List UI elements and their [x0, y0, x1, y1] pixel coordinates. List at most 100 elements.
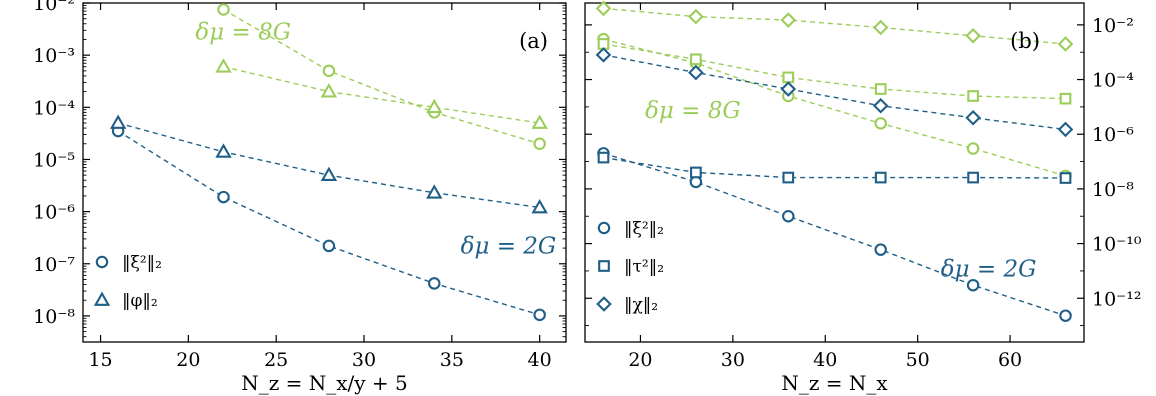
x-tick-label: 30 [352, 349, 376, 371]
data-point-dark-square [1059, 172, 1072, 184]
y-tick-label: 10⁻¹² [1092, 288, 1141, 310]
legend-label: ‖χ‖₂ [624, 295, 658, 315]
data-point-light-triangle [426, 98, 443, 114]
plot-frame [82, 2, 567, 343]
y-tick-label: 10⁻¹⁰ [1092, 234, 1142, 256]
data-point-dark-circle [217, 190, 230, 204]
data-point-light-diamond [872, 19, 889, 36]
y-tick-label: 10⁻⁶ [33, 202, 75, 224]
series-line-dark-circle [603, 152, 1066, 317]
data-point-dark-triangle [320, 166, 338, 182]
y-tick-label: 10⁻⁵ [33, 149, 75, 171]
data-point-light-diamond [965, 27, 981, 44]
x-tick-label: 35 [440, 349, 464, 371]
data-point-dark-circle [874, 243, 887, 256]
panel-label: (a) [519, 29, 548, 53]
data-point-light-diamond [688, 8, 704, 25]
legend-marker-triangle [93, 291, 111, 306]
x-tick-label: 20 [176, 349, 200, 371]
annotation-label: δμ = 8G [645, 98, 741, 124]
y-tick-label: 10⁻⁸ [1092, 179, 1134, 201]
data-point-dark-square [690, 166, 702, 179]
series-line-dark-triangle [117, 122, 540, 209]
legend-marker-diamond [596, 296, 612, 312]
x-axis-title: N_z = N_x [781, 371, 888, 395]
data-point-dark-circle [1059, 309, 1072, 322]
plot-frame [584, 2, 1085, 343]
data-point-light-square [690, 53, 702, 66]
series-line-light-circle [223, 8, 540, 145]
x-tick-label: 20 [628, 349, 652, 371]
legend-label: ‖φ‖₂ [122, 291, 158, 311]
x-tick-label: 40 [813, 349, 837, 371]
y-tick-label: 10⁻⁸ [33, 306, 75, 328]
data-point-dark-triangle [426, 184, 443, 199]
data-point-dark-triangle [531, 198, 548, 214]
data-point-light-square [967, 90, 979, 102]
legend-marker-circle [95, 255, 109, 269]
y-tick-label: 10⁻³ [33, 45, 75, 67]
data-point-dark-diamond [780, 81, 797, 97]
series-line-dark-circle [117, 130, 540, 316]
data-point-light-circle [217, 3, 230, 16]
legend-label: ‖ξ²‖₂ [624, 219, 664, 239]
y-tick-label: 10⁻² [33, 0, 75, 15]
panel-b: 20 30 40 50 60 10⁻¹² 10⁻¹⁰ 10⁻⁸ 10⁻⁶ 10⁻⁴ 10⁻² (b) δ… [584, 0, 1142, 395]
series-line-light-triangle [223, 66, 540, 124]
data-point-light-diamond [1057, 36, 1074, 52]
data-point-light-triangle [215, 58, 232, 73]
y-tick-label: 10⁻² [1092, 15, 1134, 37]
legend-label: ‖ξ²‖₂ [122, 253, 162, 273]
x-axis-title: N_z = N_x/y + 5 [241, 371, 408, 395]
data-point-dark-triangle [215, 143, 232, 158]
data-point-dark-diamond [595, 47, 612, 63]
series-line-dark-diamond [603, 54, 1066, 131]
legend-marker-circle [597, 221, 611, 235]
x-tick-label: 60 [998, 349, 1022, 371]
x-tick-label: 50 [906, 349, 930, 371]
data-point-dark-square [874, 171, 887, 184]
annotation-label: δμ = 2G [941, 256, 1037, 282]
x-tick-label: 15 [88, 349, 112, 371]
panel-label: (b) [1010, 29, 1040, 53]
data-point-dark-square [597, 151, 610, 164]
y-tick-label: 10⁻⁶ [1092, 124, 1134, 146]
data-point-light-circle [874, 117, 887, 130]
data-point-dark-circle [322, 239, 336, 253]
data-point-light-square [874, 83, 887, 95]
x-tick-label: 40 [528, 349, 552, 371]
data-point-light-diamond [780, 12, 797, 28]
y-tick-label: 10⁻⁷ [33, 254, 75, 276]
data-point-light-square [1059, 92, 1072, 105]
data-point-dark-circle [966, 278, 980, 292]
data-point-dark-triangle [109, 114, 127, 129]
data-point-dark-circle [428, 277, 441, 290]
data-point-light-diamond [595, 0, 612, 17]
series-line-light-diamond [603, 7, 1066, 45]
data-point-light-triangle [531, 114, 548, 129]
y-tick-label: 10⁻⁴ [1092, 70, 1134, 92]
data-point-dark-circle [782, 209, 795, 223]
panel-a: 15 20 25 30 35 40 10⁻⁸ 10⁻⁷ 10⁻⁶ 10⁻⁵ 10⁻⁴ 10⁻³ 10⁻²… [33, 0, 567, 395]
data-point-light-circle [533, 137, 546, 151]
data-point-light-circle [322, 64, 336, 78]
annotation-label: δμ = 2G [461, 233, 557, 259]
legend-marker-square [598, 260, 610, 272]
data-point-dark-diamond [688, 64, 704, 81]
data-point-dark-square [782, 171, 795, 184]
x-tick-label: 30 [721, 349, 745, 371]
data-point-light-circle [966, 142, 980, 155]
data-point-light-triangle [320, 83, 338, 98]
data-point-light-square [782, 71, 795, 84]
data-point-dark-square [967, 171, 979, 184]
data-point-dark-diamond [872, 97, 889, 114]
data-point-dark-circle [533, 308, 546, 322]
data-point-dark-diamond [965, 109, 981, 126]
x-tick-label: 25 [264, 349, 288, 371]
series-line-light-square [603, 43, 1066, 100]
data-point-dark-diamond [1057, 121, 1074, 138]
y-tick-label: 10⁻⁴ [33, 97, 75, 119]
annotation-label: δμ = 8G [195, 20, 291, 46]
legend-label: ‖τ²‖₂ [624, 257, 664, 277]
